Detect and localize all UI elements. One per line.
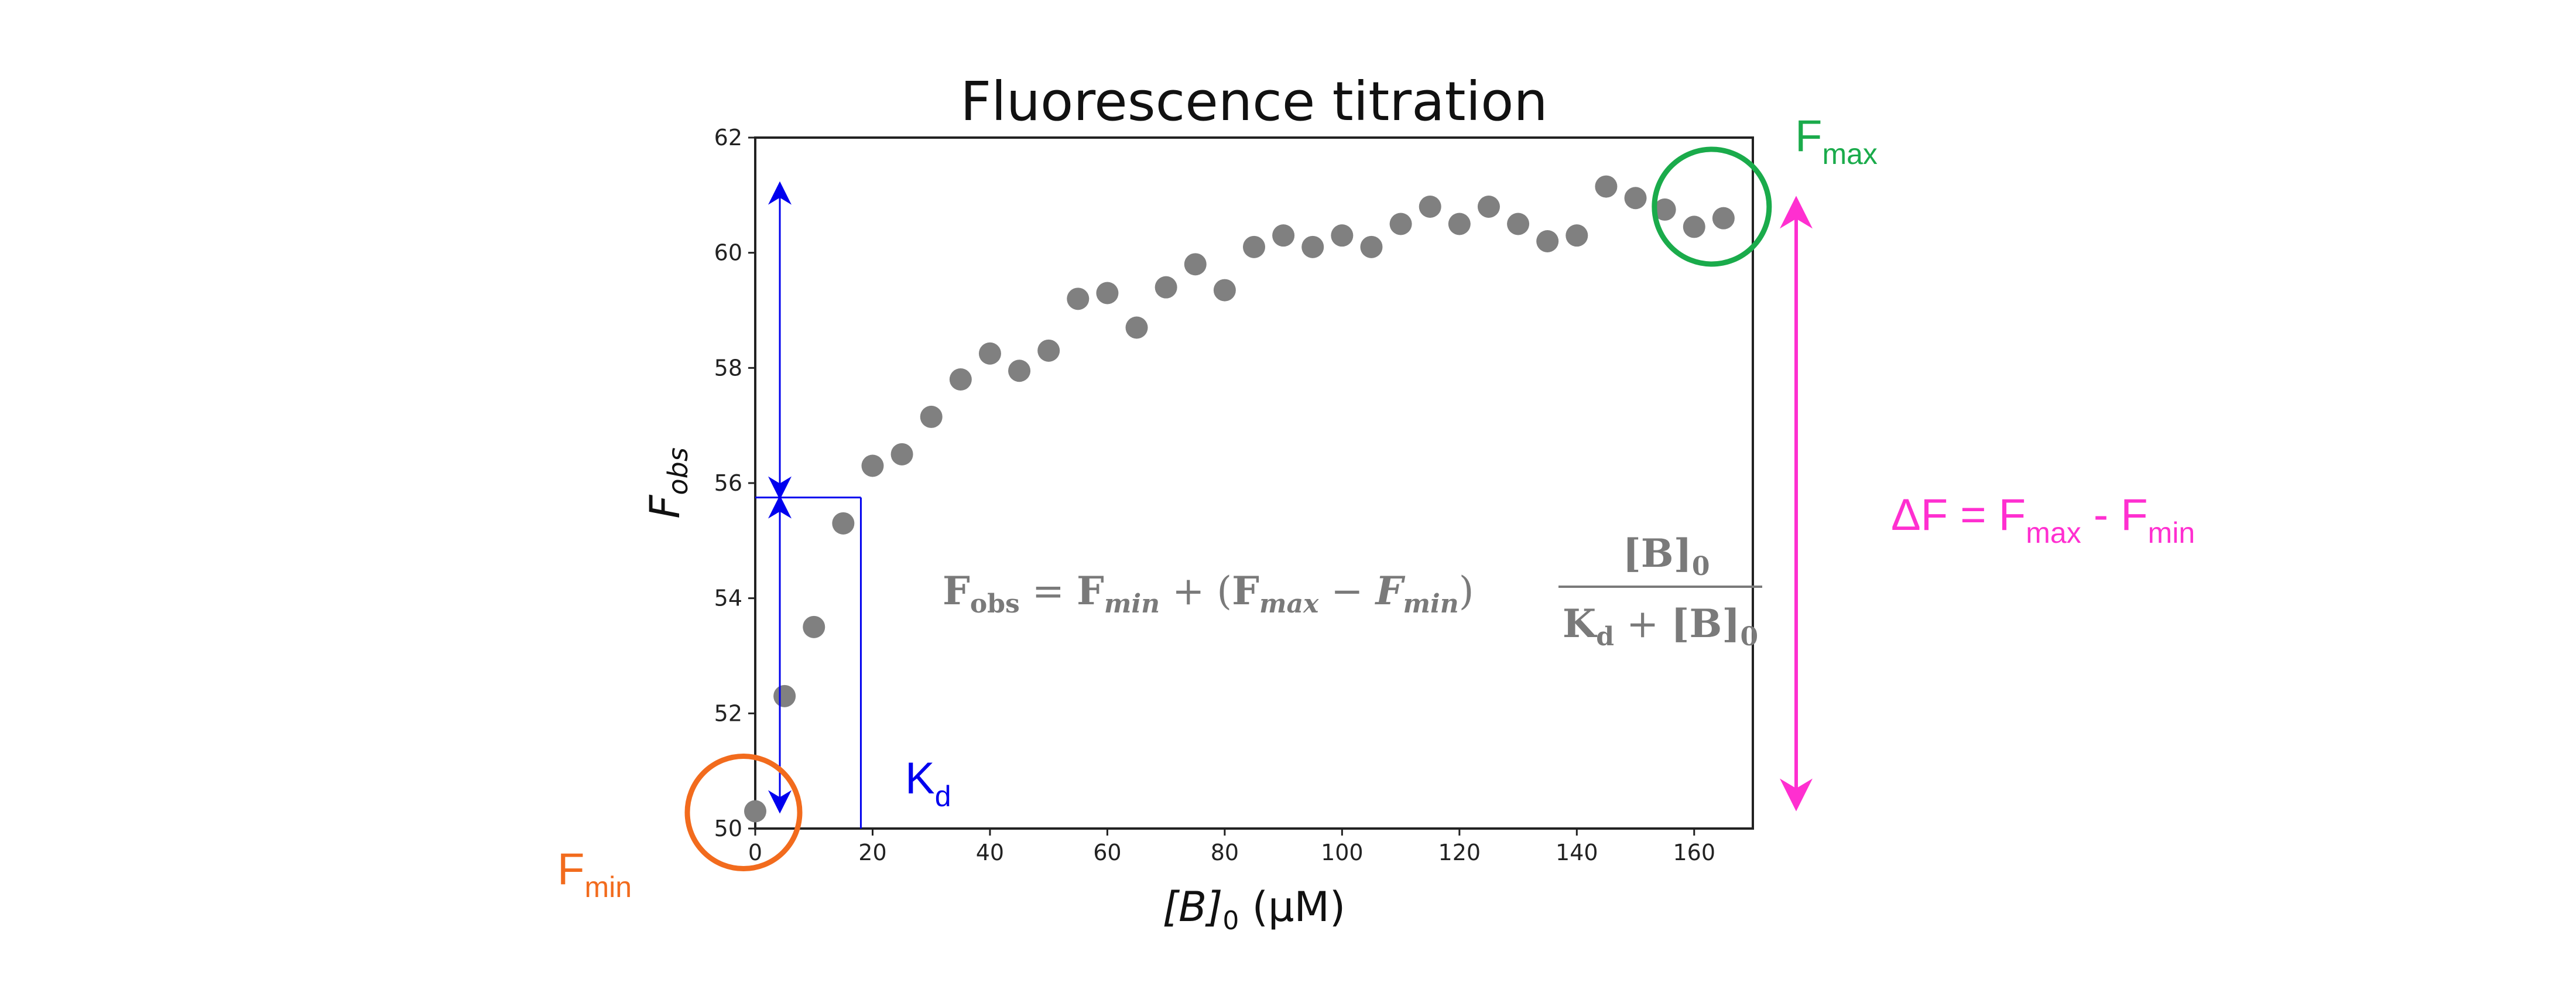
data-point (1712, 207, 1735, 230)
delta-f-label: ΔF = Fmax - Fmin (1891, 490, 2195, 549)
data-point (832, 512, 855, 535)
x-tick-label: 100 (1321, 840, 1364, 865)
equation-numerator: [B]0 (1623, 530, 1710, 581)
data-point (1301, 235, 1324, 258)
y-tick-label: 62 (714, 125, 742, 150)
data-point (1653, 198, 1676, 221)
y-tick-label: 60 (714, 240, 742, 266)
data-point (1331, 224, 1354, 247)
x-tick-label: 120 (1438, 840, 1481, 865)
data-point (1184, 253, 1207, 276)
fmax-label: Fmax (1795, 111, 1878, 170)
data-point (1067, 287, 1090, 310)
data-point (1624, 187, 1647, 210)
kd-label: Kd (905, 754, 951, 813)
y-tick-label: 50 (714, 816, 742, 841)
x-axis-label: [B]0 (μM) (1163, 883, 1345, 936)
data-point (1477, 196, 1500, 218)
data-point (1037, 339, 1060, 362)
x-tick-label: 40 (976, 840, 1004, 865)
data-point (1096, 282, 1119, 304)
x-axis-ticks: 0 20 40 60 80 100 120 140 160 (748, 829, 1715, 865)
data-point (1155, 276, 1177, 299)
data-point (803, 615, 825, 638)
data-point (978, 342, 1001, 365)
data-point (1272, 224, 1295, 247)
kd-construction (755, 181, 862, 829)
data-points (744, 175, 1735, 823)
y-axis-ticks: 50 52 54 56 58 60 62 (714, 125, 755, 841)
data-point (1360, 235, 1383, 258)
data-point (1419, 196, 1441, 218)
data-point (861, 454, 884, 477)
x-tick-label: 20 (858, 840, 886, 865)
fmin-label: Fmin (557, 844, 632, 903)
y-axis-label: Fobs (641, 447, 694, 519)
fmax-highlight-circle (1652, 146, 1772, 267)
equation-lhs: Fobs = Fmin + (Fmax − Fmin) (943, 568, 1474, 619)
x-tick-label: 0 (748, 840, 762, 865)
y-tick-label: 58 (714, 355, 742, 381)
data-point (890, 443, 913, 466)
data-point (1125, 316, 1148, 339)
data-point (1213, 279, 1236, 302)
data-point (949, 368, 972, 391)
data-point (1008, 360, 1031, 382)
x-tick-label: 60 (1093, 840, 1121, 865)
chart-title: Fluorescence titration (960, 70, 1547, 133)
data-point (1507, 213, 1530, 235)
equation-denominator: Kd + [B]0 (1563, 601, 1758, 652)
y-tick-label: 56 (714, 470, 742, 496)
y-tick-label: 54 (714, 586, 742, 611)
data-point (920, 405, 943, 428)
binding-equation: Fobs = Fmin + (Fmax − Fmin) [B]0 Kd + [B… (943, 530, 1762, 652)
data-point (1566, 224, 1588, 247)
x-tick-label: 160 (1673, 840, 1715, 865)
data-point (1683, 215, 1705, 238)
data-point (1243, 235, 1265, 258)
fmin-highlight-circle (684, 754, 803, 871)
data-point (1536, 230, 1559, 252)
x-tick-label: 80 (1211, 840, 1239, 865)
data-point (744, 800, 766, 823)
data-point (1595, 175, 1618, 198)
data-point (1448, 213, 1471, 235)
y-tick-label: 52 (714, 700, 742, 726)
data-point (1389, 213, 1412, 235)
x-tick-label: 140 (1556, 840, 1598, 865)
data-point (773, 684, 796, 707)
